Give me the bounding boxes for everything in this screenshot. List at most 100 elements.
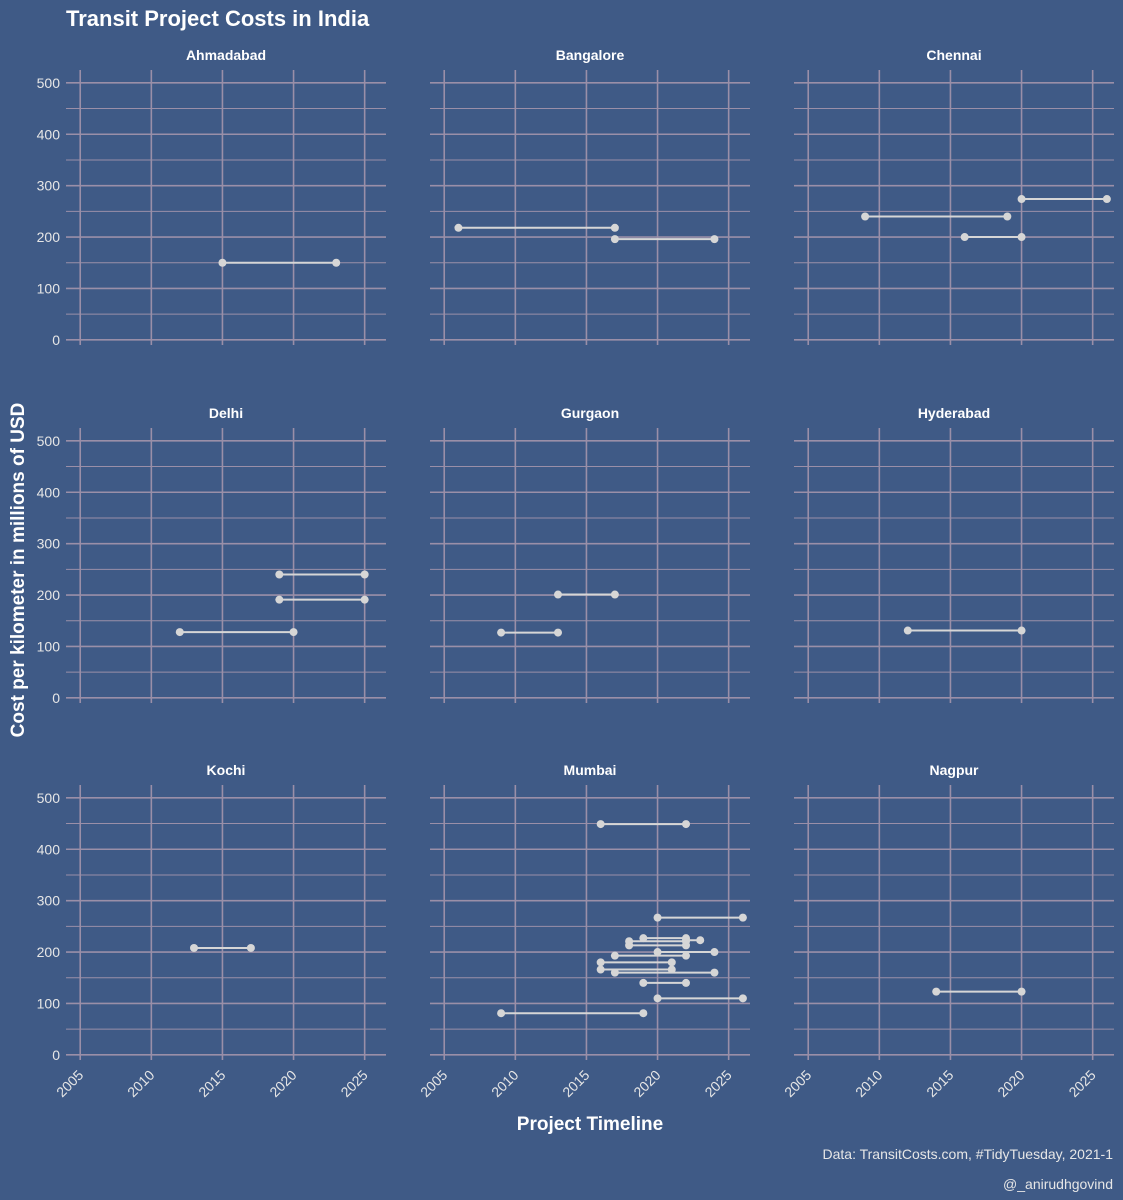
panel-title: Nagpur (930, 762, 980, 778)
start-point (932, 987, 941, 996)
project-segment (275, 595, 369, 604)
end-point (1017, 233, 1026, 242)
start-point (653, 994, 662, 1003)
start-point (653, 948, 662, 957)
start-point (610, 951, 619, 960)
start-point (861, 212, 870, 221)
start-point (1017, 195, 1026, 204)
start-point (610, 235, 619, 244)
x-tick-label: 2010 (488, 1067, 521, 1100)
project-segment (639, 978, 690, 987)
start-point (639, 978, 648, 987)
start-point (497, 1009, 506, 1018)
panel-ahmadabad: Ahmadabad 0 100 200 300 400 500 (37, 47, 386, 348)
x-tick-label: 2020 (266, 1067, 299, 1100)
project-segment (175, 628, 298, 637)
panel-mumbai: Mumbai 2005 2010 2015 2020 2025 (417, 762, 750, 1100)
facet-panels: Ahmadabad 0 100 200 300 400 500 Bangalore Chenna… (37, 47, 1114, 1100)
y-tick-label: 500 (37, 790, 61, 806)
end-point (610, 223, 619, 232)
start-point (596, 820, 605, 829)
chart-title: Transit Project Costs in India (66, 6, 370, 31)
end-point (738, 994, 747, 1003)
project-segment (190, 943, 255, 952)
end-point (1017, 626, 1026, 635)
project-segment (497, 628, 562, 637)
project-segment (653, 913, 747, 922)
project-segment (596, 820, 690, 829)
panel-kochi: Kochi 0 100 200 300 400 500 2005 2010 2015 2020 202… (37, 762, 386, 1100)
y-tick-label: 300 (37, 536, 61, 552)
y-tick-label: 400 (37, 841, 61, 857)
project-segment (554, 590, 619, 599)
y-tick-label: 500 (37, 433, 61, 449)
start-point (903, 626, 912, 635)
panel-title: Mumbai (564, 762, 617, 778)
project-segment (610, 968, 719, 977)
start-point (625, 941, 634, 950)
start-point (596, 965, 605, 974)
end-point (1017, 987, 1026, 996)
project-segment (497, 1009, 648, 1018)
x-axis-title: Project Timeline (517, 1114, 663, 1135)
y-tick-label: 0 (52, 332, 60, 348)
end-point (554, 628, 562, 637)
x-tick-label: 2010 (124, 1067, 157, 1100)
end-point (738, 913, 747, 922)
end-point (667, 958, 676, 967)
y-tick-label: 0 (52, 690, 60, 706)
x-tick-label: 2015 (923, 1067, 956, 1100)
y-tick-label: 300 (37, 893, 61, 909)
end-point (696, 936, 705, 945)
x-tick-label: 2005 (417, 1067, 450, 1100)
start-point (275, 595, 284, 604)
end-point (710, 968, 719, 977)
x-tick-label: 2020 (994, 1067, 1027, 1100)
panel-title: Ahmadabad (186, 47, 266, 63)
start-point (653, 913, 662, 922)
y-tick-label: 100 (37, 995, 61, 1011)
start-point (639, 934, 648, 943)
panel-title: Chennai (926, 47, 981, 63)
end-point (682, 951, 690, 960)
author-credit: @_anirudhgovind (1003, 1176, 1113, 1192)
project-segment (903, 626, 1026, 635)
data-caption: Data: TransitCosts.com, #TidyTuesday, 20… (823, 1146, 1114, 1162)
y-tick-label: 400 (37, 126, 61, 142)
y-tick-label: 100 (37, 638, 61, 654)
panel-hyderabad: Hyderabad (794, 405, 1114, 703)
panel-bangalore: Bangalore (430, 47, 750, 345)
y-tick-label: 200 (37, 587, 61, 603)
panel-title: Delhi (209, 405, 243, 421)
end-point (360, 595, 369, 604)
panel-title: Bangalore (556, 47, 625, 63)
start-point (275, 570, 284, 579)
end-point (682, 978, 690, 987)
end-point (360, 570, 369, 579)
x-tick-label: 2025 (701, 1067, 734, 1100)
project-segment (275, 570, 369, 579)
end-point (246, 943, 255, 952)
y-tick-label: 200 (37, 944, 61, 960)
end-point (682, 941, 690, 950)
y-axis-title: Cost per kilometer in millions of USD (8, 403, 29, 738)
y-tick-label: 100 (37, 280, 61, 296)
x-tick-label: 2025 (337, 1067, 370, 1100)
panel-title: Gurgaon (561, 405, 619, 421)
x-tick-label: 2025 (1065, 1067, 1098, 1100)
end-point (639, 1009, 648, 1018)
start-point (596, 958, 605, 967)
end-point (682, 820, 690, 829)
x-tick-label: 2020 (630, 1067, 663, 1100)
project-segment (653, 994, 747, 1003)
project-segment (454, 223, 619, 232)
project-segment (610, 235, 719, 244)
project-segment (596, 958, 676, 967)
start-point (960, 233, 969, 242)
panel-title: Hyderabad (918, 405, 990, 421)
end-point (332, 258, 341, 267)
end-point (289, 628, 298, 637)
end-point (610, 590, 619, 599)
start-point (175, 628, 184, 637)
